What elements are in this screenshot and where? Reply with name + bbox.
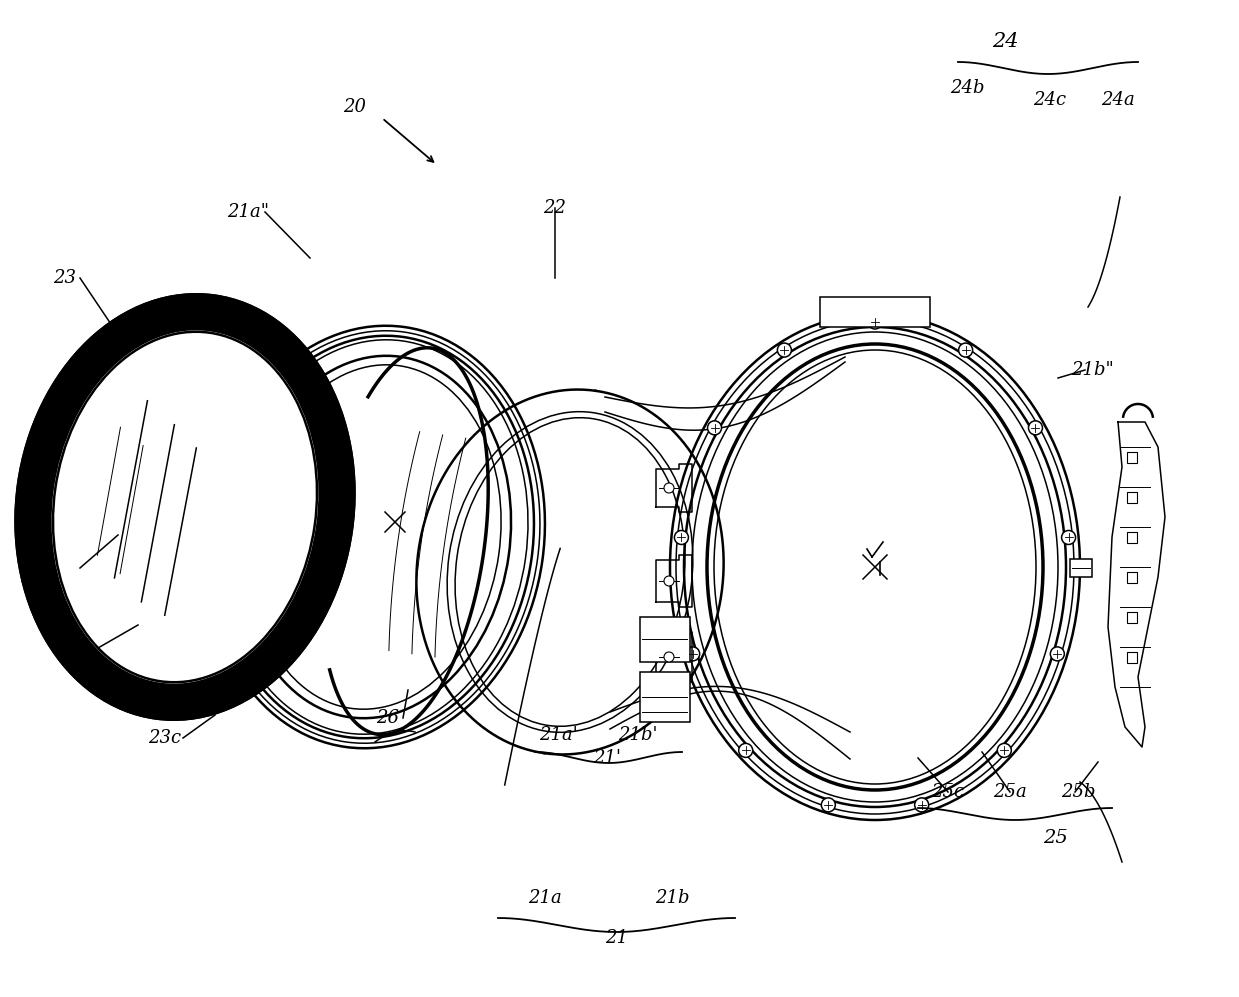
Ellipse shape: [674, 530, 689, 544]
FancyBboxPatch shape: [641, 672, 690, 722]
Text: 25: 25: [1043, 829, 1067, 847]
Ellipse shape: [15, 294, 356, 720]
Ellipse shape: [959, 343, 973, 357]
Text: 24: 24: [991, 33, 1018, 52]
Text: 21': 21': [593, 749, 621, 767]
Ellipse shape: [14, 292, 357, 722]
Ellipse shape: [997, 744, 1011, 758]
Ellipse shape: [664, 576, 674, 586]
Text: 25a: 25a: [994, 783, 1027, 801]
Ellipse shape: [1028, 421, 1042, 435]
Ellipse shape: [738, 744, 752, 758]
Text: 21b': 21b': [618, 726, 658, 744]
Text: 22: 22: [544, 199, 566, 217]
Bar: [1127, 492, 1137, 503]
Bar: [1127, 652, 1137, 663]
Text: 21b": 21b": [1070, 361, 1114, 379]
Text: 24c: 24c: [1033, 91, 1067, 109]
Text: 21b: 21b: [654, 889, 689, 907]
Text: 25b: 25b: [1061, 783, 1095, 801]
FancyBboxPatch shape: [820, 297, 930, 327]
Text: 23b: 23b: [64, 639, 99, 657]
Text: 26: 26: [377, 709, 399, 727]
Text: 23a: 23a: [48, 559, 82, 577]
Bar: [1127, 612, 1137, 623]
FancyBboxPatch shape: [641, 617, 690, 662]
Text: 23c: 23c: [149, 729, 182, 747]
Ellipse shape: [664, 483, 674, 493]
Ellipse shape: [707, 421, 721, 435]
Text: 21a: 21a: [528, 889, 561, 907]
Ellipse shape: [777, 343, 792, 357]
Ellipse shape: [914, 798, 929, 812]
Ellipse shape: [1062, 530, 1075, 544]
Text: 24a: 24a: [1101, 91, 1135, 109]
Bar: [1127, 532, 1137, 543]
Ellipse shape: [1051, 647, 1064, 661]
Ellipse shape: [685, 647, 700, 661]
Text: 24b: 24b: [950, 79, 984, 97]
Ellipse shape: [53, 332, 317, 682]
Text: 23: 23: [53, 269, 77, 287]
Bar: [1070, 559, 1092, 577]
Ellipse shape: [869, 315, 882, 329]
Ellipse shape: [821, 798, 835, 812]
Text: 21: 21: [606, 929, 628, 947]
Bar: [1127, 572, 1137, 583]
Text: 25c: 25c: [932, 783, 965, 801]
Text: 20: 20: [343, 98, 367, 116]
Text: 21a": 21a": [227, 203, 269, 221]
Ellipse shape: [664, 652, 674, 662]
Bar: [1127, 452, 1137, 463]
Text: 21a': 21a': [539, 726, 577, 744]
